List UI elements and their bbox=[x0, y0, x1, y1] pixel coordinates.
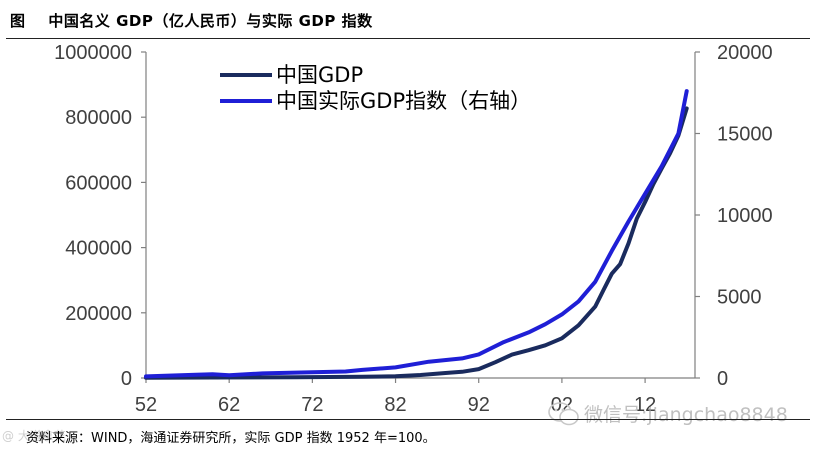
left-tick-label: 1000000 bbox=[54, 42, 132, 64]
figure-title: 图 中国名义 GDP（亿人民币）与实际 GDP 指数 bbox=[10, 12, 373, 30]
legend-label-real-gdp-index: 中国实际GDP指数（右轴） bbox=[276, 89, 531, 113]
right-tick-label: 5000 bbox=[717, 287, 762, 309]
x-tick-label: 52 bbox=[135, 394, 157, 416]
left-tick-label: 800000 bbox=[65, 107, 132, 129]
right-tick-label: 0 bbox=[717, 368, 728, 390]
series-group bbox=[144, 89, 689, 380]
axes-group: 0 200000 400000 600000 800000 1000000 0 5000 100… bbox=[54, 42, 773, 416]
right-tick-label: 10000 bbox=[717, 205, 773, 227]
left-tick-label: 200000 bbox=[65, 303, 132, 325]
legend-label-nominal-gdp: 中国GDP bbox=[276, 63, 363, 87]
series-line-nominal-gdp bbox=[144, 106, 689, 380]
x-tick-label: 72 bbox=[301, 394, 323, 416]
series-line-real-gdp-index bbox=[144, 89, 689, 379]
left-tick-label: 600000 bbox=[65, 172, 132, 194]
right-tick-label: 20000 bbox=[717, 42, 773, 64]
source-note: 资料来源：WIND，海通证券研究所，实际 GDP 指数 1952 年=100。 bbox=[26, 431, 436, 446]
legend: 中国GDP 中国实际GDP指数（右轴） bbox=[220, 63, 531, 113]
corner-watermark: @ 大道拿花 bbox=[2, 429, 66, 443]
x-tick-label: 82 bbox=[384, 394, 406, 416]
x-tick-label: 12 bbox=[634, 394, 656, 416]
wechat-icon bbox=[547, 400, 581, 432]
watermark-text: 微信号:jiangchao8848 bbox=[584, 404, 788, 426]
x-tick-label: 62 bbox=[218, 394, 240, 416]
left-tick-label: 400000 bbox=[65, 238, 132, 260]
x-tick-label: 92 bbox=[468, 394, 490, 416]
right-tick-label: 15000 bbox=[717, 124, 773, 146]
bottom-rule bbox=[6, 419, 810, 420]
left-tick-label: 0 bbox=[121, 368, 132, 390]
top-rule bbox=[6, 38, 810, 39]
